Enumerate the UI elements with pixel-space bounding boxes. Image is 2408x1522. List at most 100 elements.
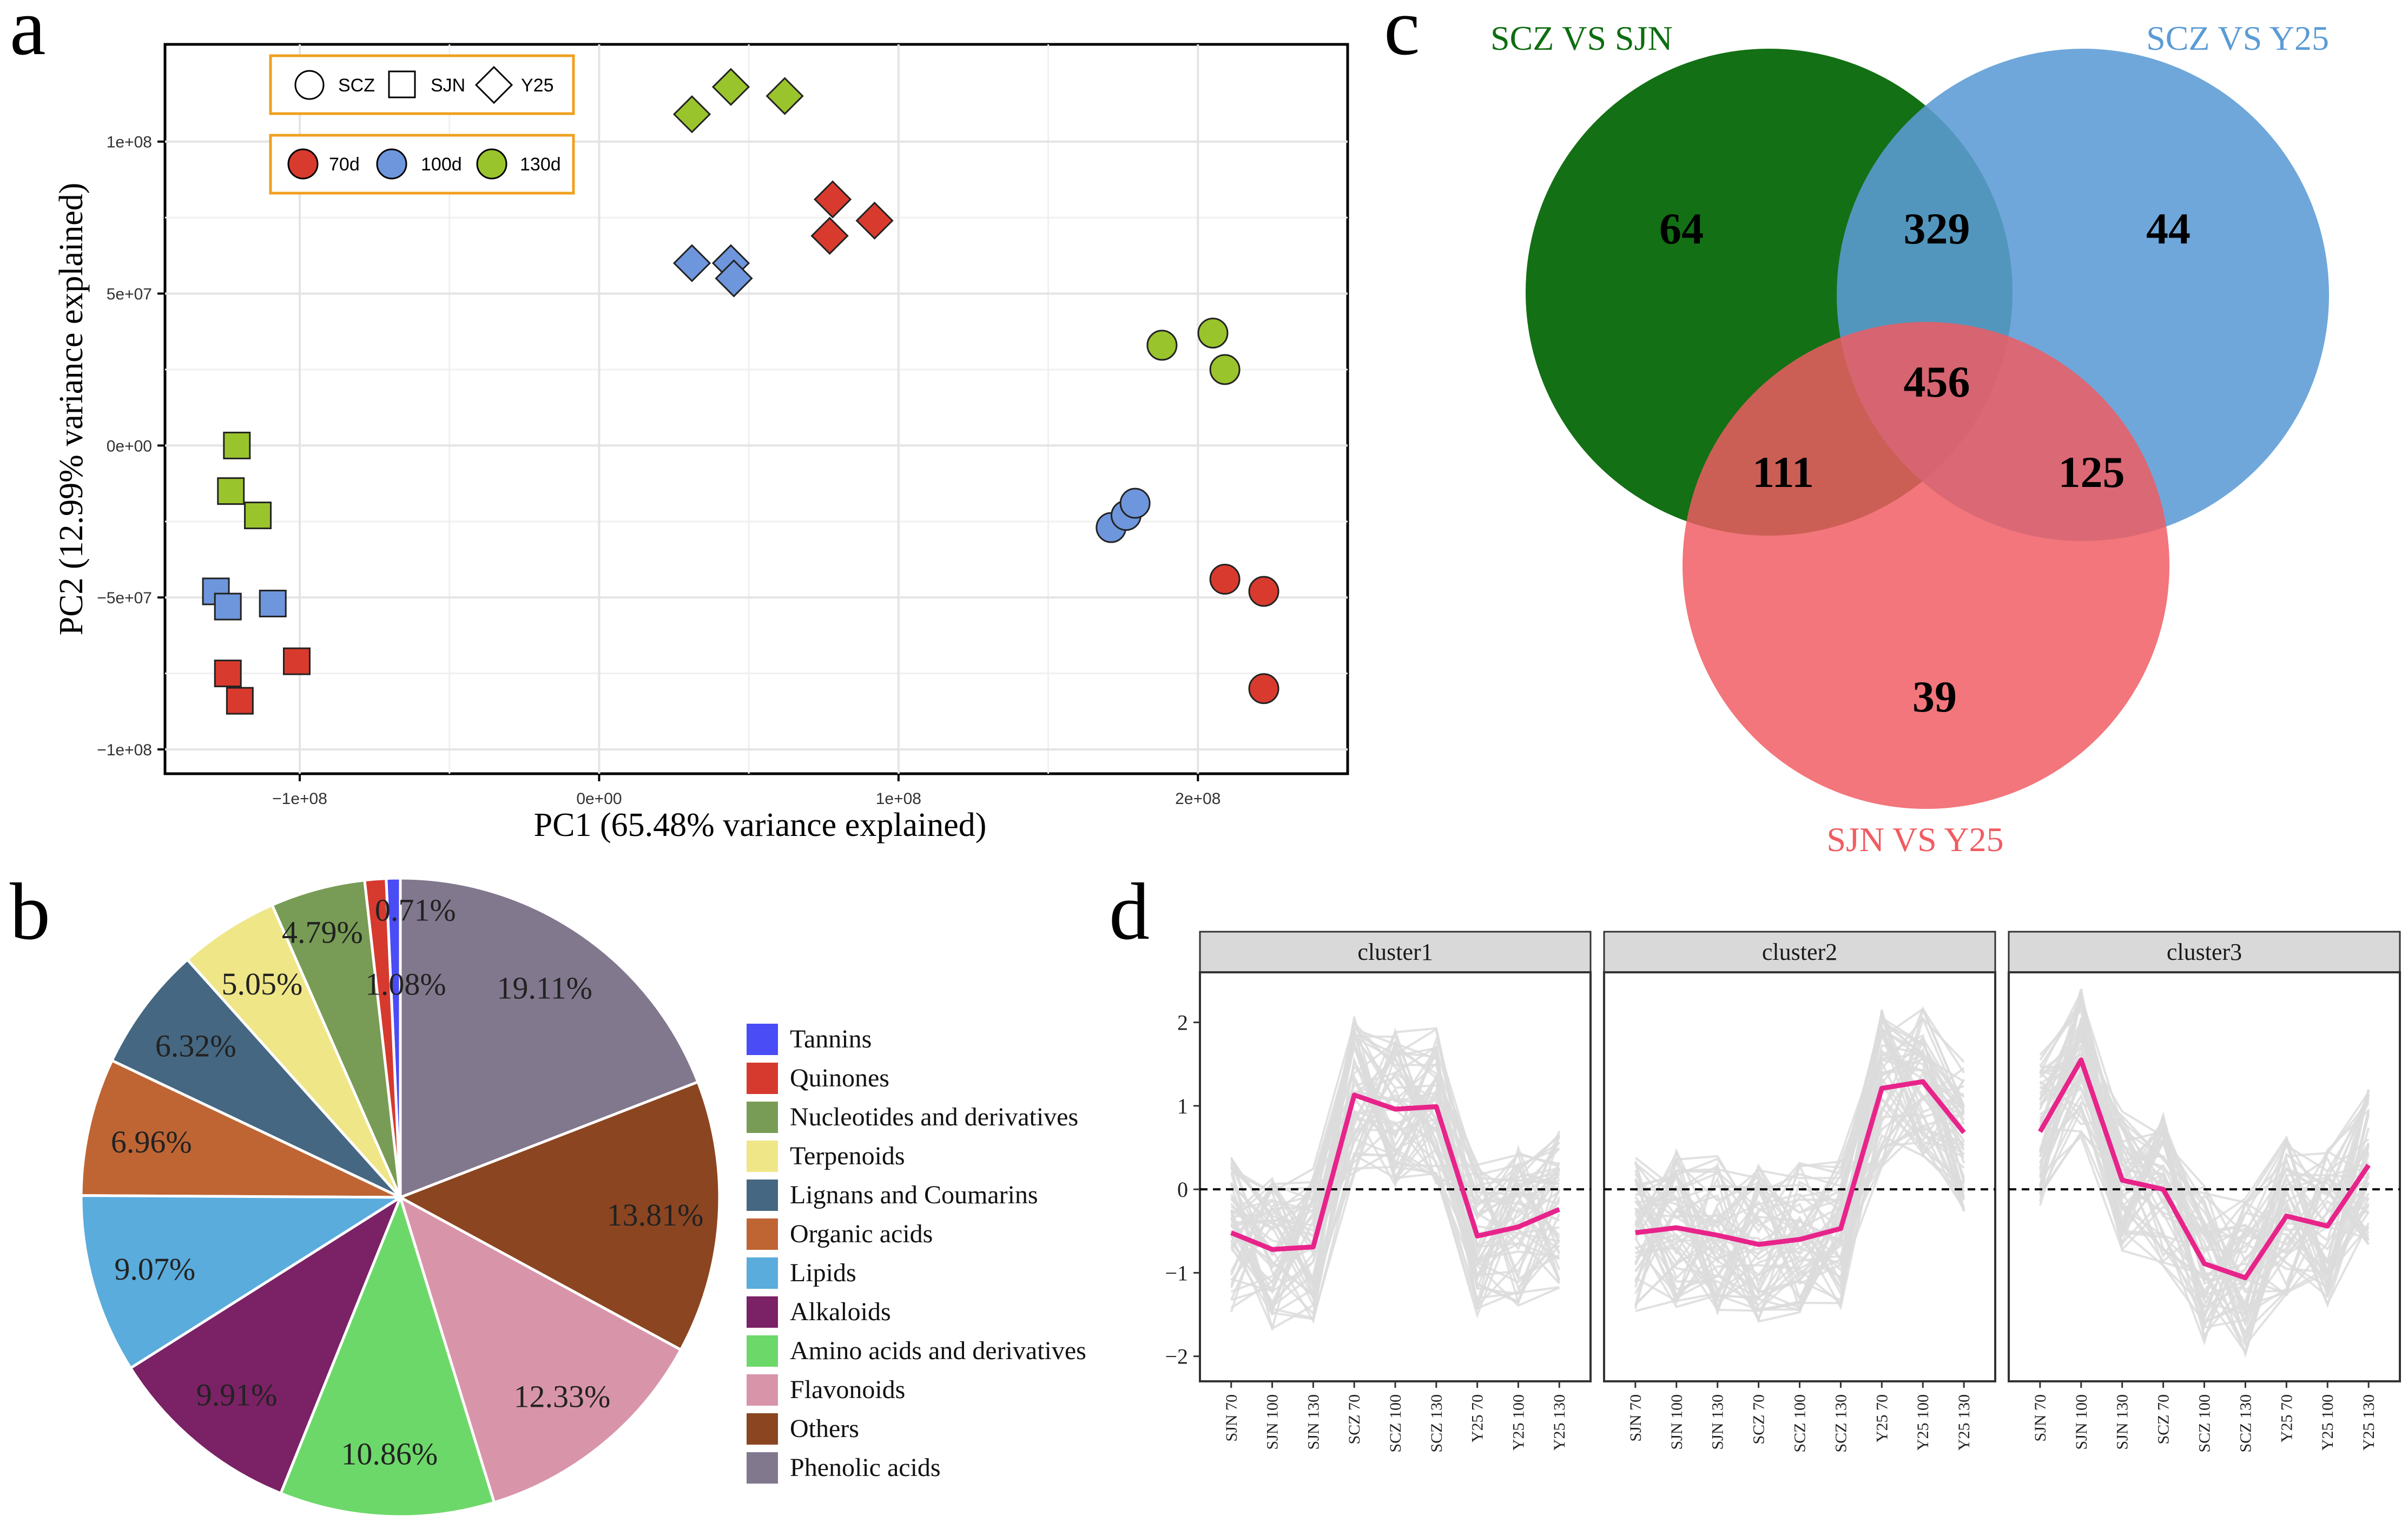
- pie-slices: [80, 877, 721, 1518]
- x-tick-label: SJN 130: [2114, 1394, 2132, 1450]
- legend-swatch-alkaloids: [747, 1296, 778, 1328]
- pie-slice-label-organic-acids: 6.96%: [111, 1124, 192, 1159]
- legend-label-organic-acids: Organic acids: [790, 1220, 933, 1248]
- member-profile-line: [1230, 1056, 1561, 1300]
- venn-circle-sjn-vs-y25: [1683, 322, 2169, 809]
- member-profile-line: [2039, 1091, 2370, 1339]
- x-tick-label: Y25 100: [1914, 1394, 1932, 1451]
- x-tick-label: Y25 100: [2319, 1394, 2337, 1451]
- pca-point-sjn-70d: [214, 660, 242, 688]
- facet-title-cluster1: cluster1: [1357, 939, 1433, 965]
- pie-slice-amino-acids-and-derivatives: [279, 1193, 496, 1518]
- pie-legend: Tannins Quinones Nucleotides and derivativ…: [747, 1024, 1086, 1484]
- legend-swatch-amino-acids-and-derivatives: [747, 1335, 778, 1367]
- legend-diamond-marker: [474, 65, 513, 104]
- pie-slice-lipids: [80, 1194, 405, 1370]
- y-tick-label: −2: [1165, 1345, 1188, 1369]
- pca-point-y25-130d: [672, 95, 711, 134]
- pca-point-y25-100d: [672, 244, 711, 282]
- pca-point-sjn-130d: [217, 477, 245, 505]
- pca-y-tick-label: −5e+07: [97, 589, 152, 607]
- mean-profile-line-cluster1: [1230, 1092, 1561, 1252]
- legend-swatch-nucleotides-and-derivatives: [747, 1102, 778, 1133]
- facet-title-cluster3: cluster3: [2167, 939, 2242, 965]
- legend-label-lipids: Lipids: [790, 1259, 856, 1287]
- legend-swatch-130d: [476, 148, 507, 180]
- pca-y-axis-label: PC2 (12.99% variance explained): [53, 183, 90, 636]
- legend-label-tannins: Tannins: [790, 1025, 872, 1053]
- pie-slice-label-lignans-and-coumarins: 6.32%: [155, 1029, 236, 1064]
- venn-count-scz-y25-only: 44: [2146, 204, 2191, 253]
- pca-point-y25-130d: [766, 77, 804, 115]
- legend-label-nucleotides-and-derivatives: Nucleotides and derivatives: [790, 1103, 1078, 1131]
- member-profile-line: [1634, 1036, 1965, 1300]
- pie-slice-nucleotides-and-derivatives: [270, 878, 402, 1198]
- legend-swatch-tannins: [747, 1024, 778, 1055]
- member-profile-line: [1635, 1017, 1965, 1312]
- legend-swatch-others: [747, 1413, 778, 1445]
- member-profile-line: [1230, 1051, 1560, 1286]
- member-profile-line: [1230, 1046, 1560, 1320]
- mean-profile-line-cluster3: [2037, 1057, 2371, 1281]
- x-tick-label: Y25 130: [1551, 1394, 1568, 1451]
- x-tick-label: SCZ 100: [1387, 1394, 1404, 1453]
- cluster-trend-panel: d cluster1 SJN 70 SJN 100 SJN 130 SCZ 70 SCZ …: [1109, 867, 2401, 1453]
- cluster-facets: cluster1 SJN 70 SJN 100 SJN 130 SCZ 70 SCZ 10…: [1165, 931, 2401, 1453]
- x-tick-label: SJN 100: [1264, 1394, 1282, 1450]
- x-tick-label: SCZ 130: [2237, 1394, 2254, 1453]
- member-profile-line: [1634, 1079, 1965, 1302]
- x-tick-label: SCZ 70: [2155, 1394, 2173, 1445]
- x-tick-label: SCZ 70: [1345, 1394, 1363, 1445]
- x-tick-label: SCZ 130: [1428, 1394, 1446, 1453]
- x-tick-label: SJN 130: [1304, 1394, 1322, 1450]
- panel-label-c: c: [1384, 0, 1420, 72]
- member-profile-line: [2039, 1029, 2370, 1284]
- legend-label-others: Others: [790, 1414, 859, 1443]
- pie-slice-organic-acids: [80, 1058, 401, 1199]
- legend-label-flavonoids: Flavonoids: [790, 1375, 905, 1404]
- x-tick-label: SJN 70: [1627, 1394, 1645, 1442]
- member-profile-line: [1634, 1029, 1965, 1302]
- legend-label-70d: 70d: [329, 154, 360, 175]
- pie-slice-others: [397, 1080, 721, 1352]
- pca-gridlines: [165, 44, 1348, 774]
- facet-strip: [2008, 931, 2401, 973]
- x-tick-label: SCZ 130: [1832, 1394, 1850, 1453]
- cluster-facet-cluster3: cluster3 SJN 70 SJN 100 SJN 130 SCZ 70 SCZ 10…: [2008, 931, 2401, 1453]
- pca-scatter-panel: a −1e+08 0e+00 1e+08 2e+08 −1e+08 −5e+07 0e+0…: [10, 0, 1349, 844]
- pie-slice-label-lipids: 9.07%: [114, 1251, 195, 1287]
- x-tick-label: SJN 100: [1668, 1394, 1686, 1450]
- pca-point-y25-100d: [715, 259, 753, 298]
- pie-slice-label-amino-acids-and-derivatives: 10.86%: [341, 1437, 438, 1472]
- pca-point-scz-70d: [1248, 576, 1279, 607]
- legend-swatch-quinones: [747, 1063, 778, 1094]
- x-tick-label: SJN 70: [1223, 1394, 1241, 1442]
- venn-count-scz-sjn-and-scz-y25: 329: [1904, 204, 1970, 253]
- venn-set-label-scz-vs-sjn: SCZ VS SJN: [1490, 19, 1673, 57]
- cluster-facet-cluster2: cluster2 SJN 70 SJN 100 SJN 130 SCZ 70 SCZ 10…: [1603, 931, 1996, 1453]
- legend-label-quinones: Quinones: [790, 1064, 889, 1092]
- pca-color-legend: 70d 100d 130d: [269, 134, 575, 195]
- x-tick-label: SJN 70: [2031, 1394, 2049, 1442]
- color-legend-box: [269, 134, 575, 195]
- pca-point-sjn-70d: [226, 687, 254, 715]
- pca-point-scz-130d: [1146, 330, 1178, 361]
- pca-point-sjn-130d: [244, 502, 272, 530]
- venn-count-sjn-y25-only: 39: [1912, 672, 1957, 721]
- pca-point-scz-70d: [1209, 564, 1241, 595]
- legend-swatch-70d: [287, 148, 319, 180]
- venn-count-scz-sjn-and-sjn-y25: 111: [1752, 447, 1814, 497]
- legend-swatch-lignans-and-coumarins: [747, 1180, 778, 1211]
- member-profile-line: [1230, 1020, 1560, 1280]
- venn-set-label-scz-vs-y25: SCZ VS Y25: [2146, 19, 2329, 57]
- pca-x-tick-label: 0e+00: [576, 790, 622, 808]
- pca-point-y25-70d: [855, 201, 894, 240]
- pca-y-tick-label: 1e+08: [107, 134, 152, 151]
- legend-label-terpenoids: Terpenoids: [790, 1142, 905, 1170]
- venn-count-all-three: 456: [1904, 357, 1970, 406]
- pca-point-scz-130d: [1197, 318, 1229, 349]
- member-profile-line: [1634, 1096, 1965, 1296]
- member-profile-line: [1230, 1047, 1560, 1316]
- y-tick-label: 0: [1177, 1177, 1188, 1202]
